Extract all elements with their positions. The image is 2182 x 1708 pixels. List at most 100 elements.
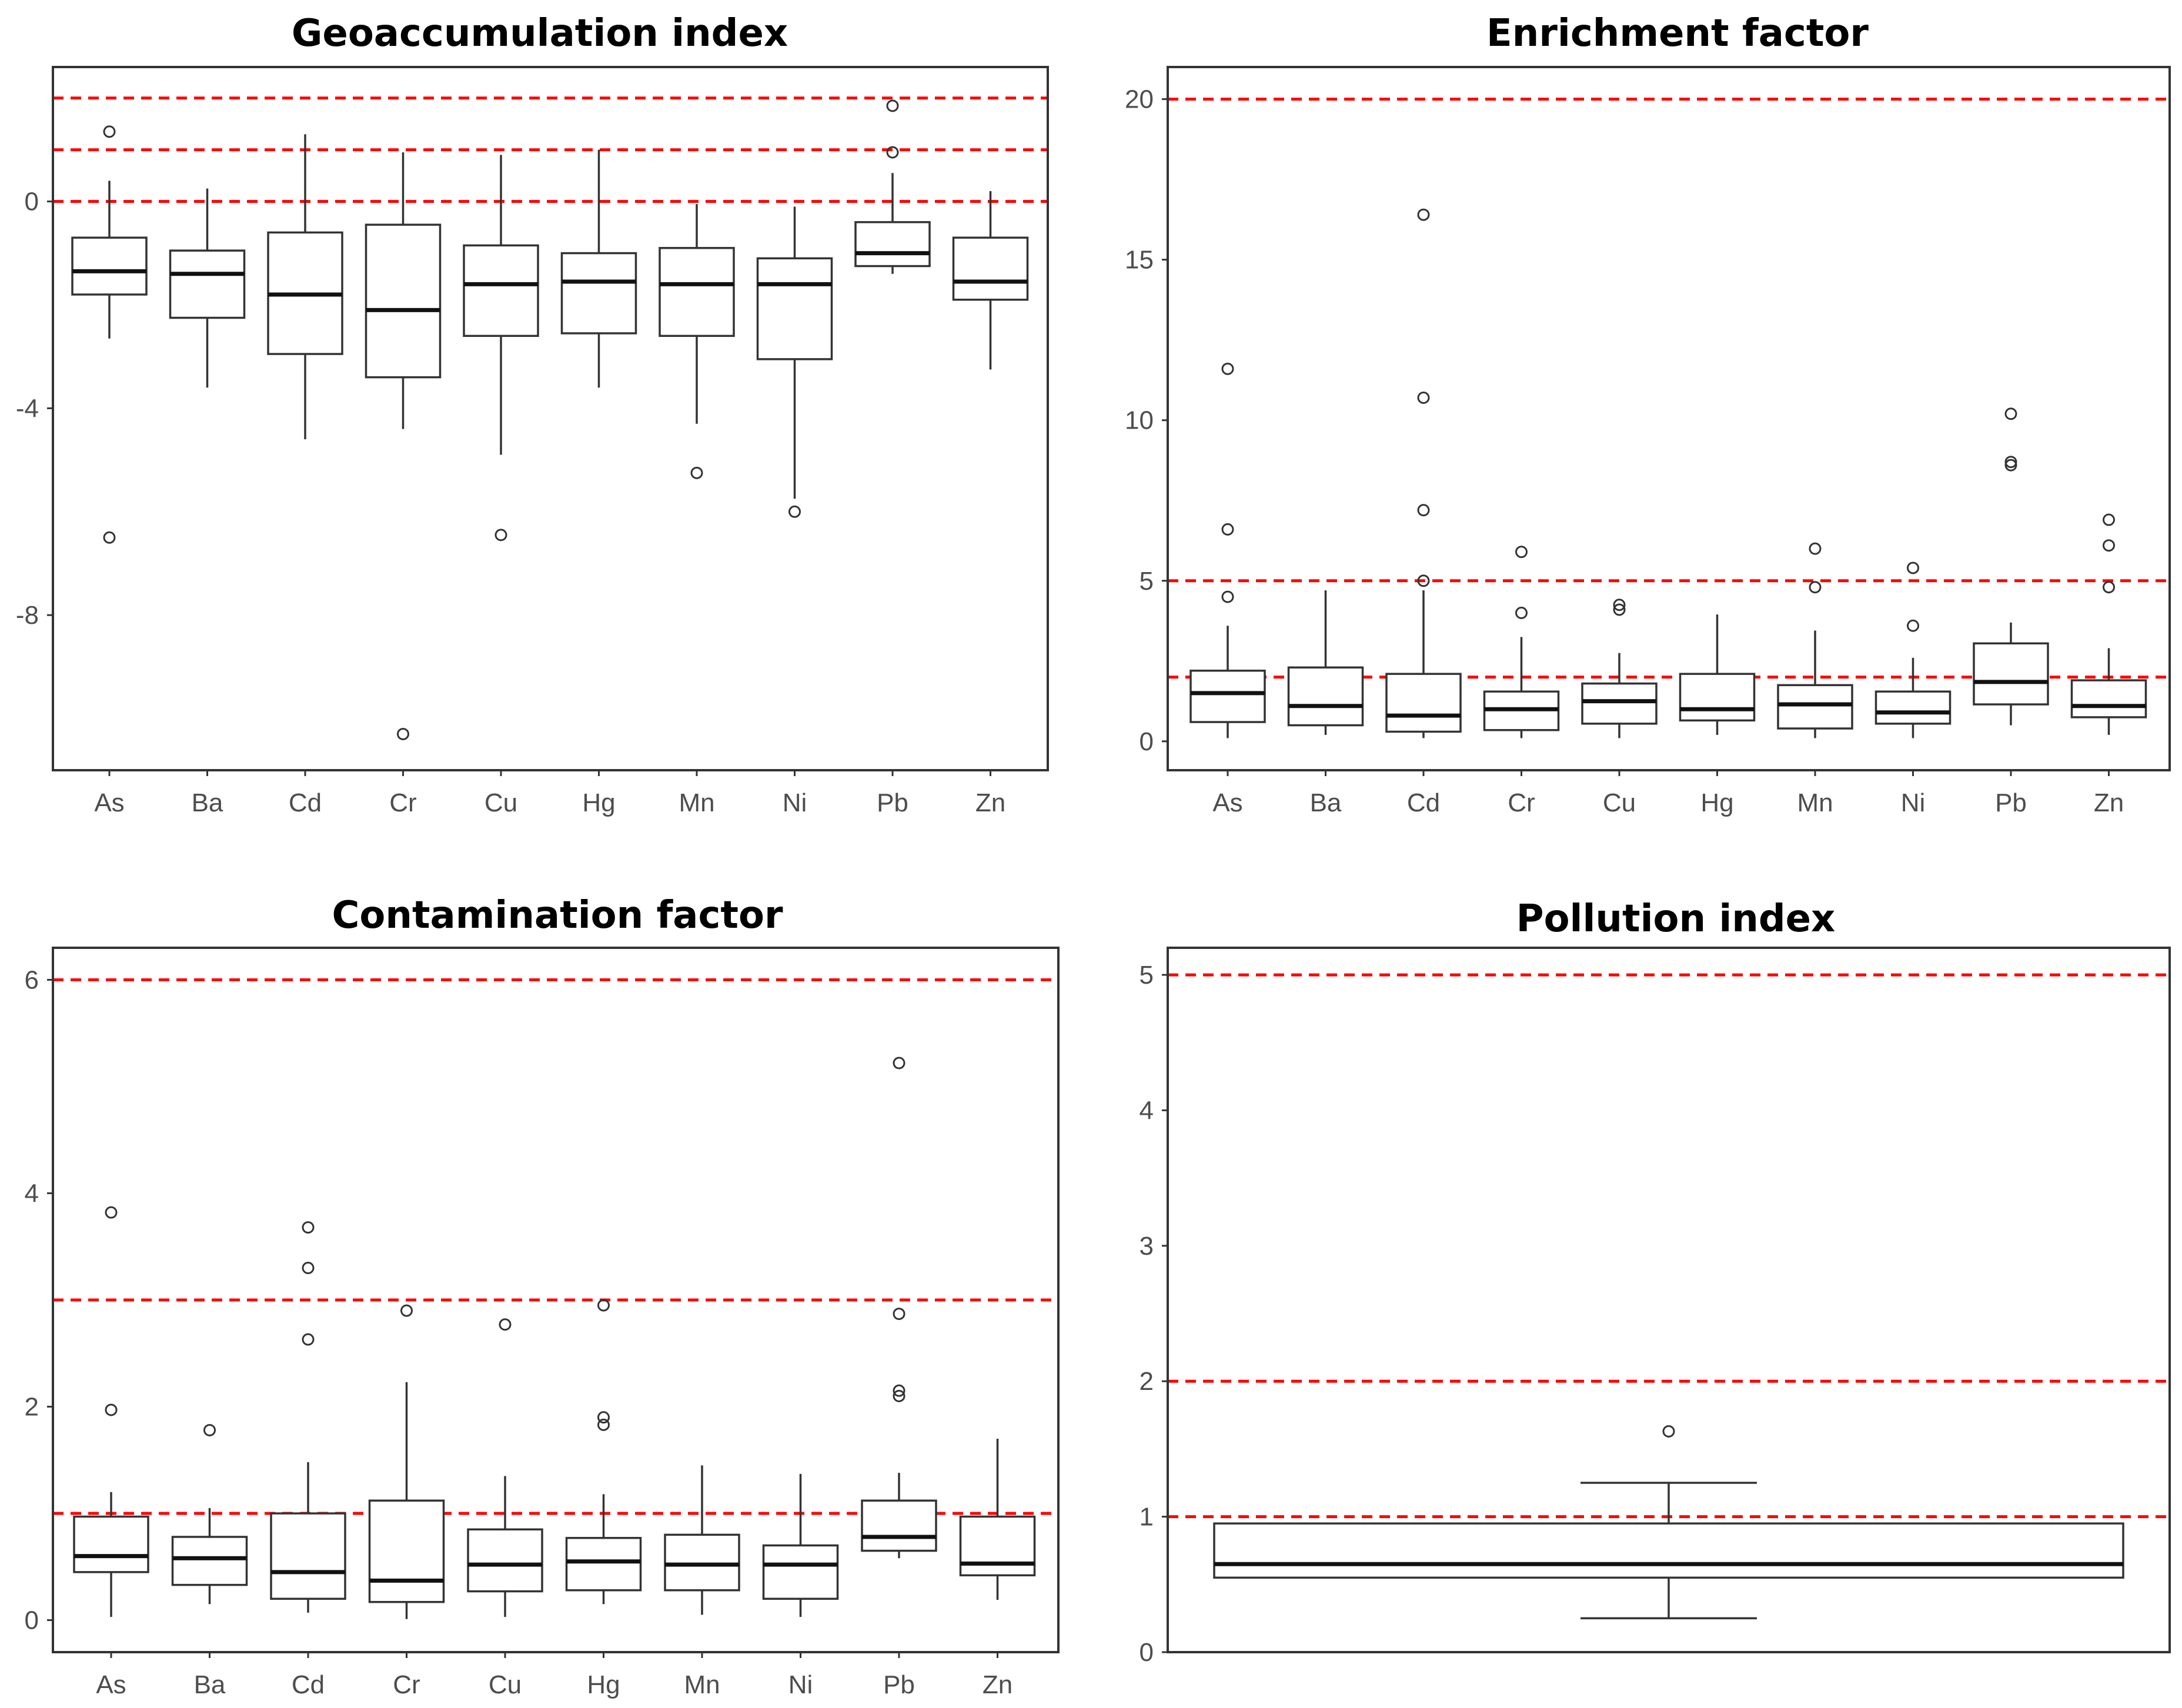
x-tick-label: Zn: [2094, 788, 2124, 817]
outlier-point: [105, 1403, 118, 1416]
outlier-point: [302, 1221, 315, 1234]
x-tick-label: Mn: [1797, 788, 1833, 817]
outlier-point: [1613, 603, 1626, 616]
y-tick-label: 10: [1125, 406, 1154, 435]
outlier-point: [499, 1318, 512, 1331]
box-iqr: [565, 1537, 642, 1592]
y-tick-label: 5: [1140, 961, 1154, 990]
outlier-point: [1221, 523, 1234, 536]
box-iqr: [73, 1515, 149, 1573]
outlier-point: [1417, 574, 1430, 587]
box-Pb: [854, 99, 931, 274]
box-Cr: [365, 152, 442, 740]
panel-border: [1167, 947, 2171, 1653]
x-tick-label: Hg: [582, 788, 615, 817]
box-Mn: [664, 1465, 740, 1615]
y-tick-label: 0: [25, 188, 39, 216]
outlier-point: [203, 1423, 216, 1436]
y-tick-label: 0: [1140, 1638, 1154, 1667]
box-Cr: [368, 1304, 445, 1619]
outlier-point: [302, 1333, 315, 1346]
box-Pb: [861, 1057, 937, 1559]
box-iqr: [270, 1512, 346, 1600]
outlier-point: [893, 1057, 905, 1069]
outlier-point: [494, 529, 507, 542]
outlier-point: [2004, 456, 2017, 469]
box-Mn: [1777, 542, 1853, 738]
outlier-point: [2103, 539, 2115, 552]
outlier-point: [1809, 542, 1822, 555]
y-tick-label: 20: [1125, 85, 1154, 114]
box-iqr: [1581, 682, 1658, 725]
box-iqr: [664, 1533, 740, 1592]
box-Mn: [659, 204, 735, 479]
box-Ba: [171, 1423, 248, 1605]
outlier-point: [1417, 392, 1430, 405]
panel-title: Enrichment factor: [1486, 12, 1869, 55]
box-Cr: [1483, 546, 1560, 738]
box-iqr: [1189, 669, 1266, 723]
outlier-point: [1515, 606, 1528, 619]
outlier-point: [397, 727, 409, 740]
outlier-point: [1515, 546, 1528, 559]
outlier-point: [1809, 581, 1822, 594]
box-iqr: [756, 257, 833, 360]
box-Hg: [565, 1299, 642, 1605]
outlier-point: [1613, 599, 1626, 611]
box-iqr: [861, 1499, 937, 1552]
outlier-point: [2103, 513, 2115, 526]
box-As: [73, 1206, 149, 1617]
box-Zn: [952, 191, 1029, 370]
x-tick-label: Mn: [679, 788, 714, 817]
panel-enrichment-factor: Enrichment factor: [1486, 12, 1869, 55]
panel-title: Contamination factor: [332, 894, 783, 937]
panel-border: [1167, 66, 2171, 771]
outlier-point: [886, 99, 899, 112]
y-tick-label: 2: [1140, 1367, 1154, 1396]
plot-3: 0 2 4 6 As Ba Cd Cr Cu Hg Mn Ni Pb Zn: [25, 947, 1060, 1699]
x-tick-label: Ni: [783, 788, 807, 817]
box-Zn: [2070, 513, 2147, 735]
y-tick-label: 15: [1125, 246, 1154, 275]
box-Hg: [560, 149, 637, 388]
box-Cu: [467, 1318, 543, 1617]
x-tick-label: Cr: [1508, 788, 1535, 817]
box-Hg: [1679, 614, 1756, 735]
box-Cu: [463, 155, 539, 542]
box-Cd: [270, 1221, 346, 1613]
outlier-point: [788, 505, 801, 518]
x-tick-label: Pb: [883, 1670, 915, 1699]
panel-contamination-factor: Contamination factor: [332, 894, 783, 937]
x-tick-label: Ni: [788, 1670, 813, 1699]
outlier-point: [893, 1308, 905, 1321]
box-Zn: [959, 1438, 1036, 1600]
outlier-point: [103, 531, 116, 544]
outlier-point: [597, 1418, 610, 1431]
outlier-point: [2004, 459, 2017, 472]
box-iqr: [467, 1528, 543, 1593]
x-tick-label: Pb: [1995, 788, 2027, 817]
outlier-point: [893, 1389, 905, 1402]
outlier-point: [1907, 561, 1919, 574]
x-tick-label: Cu: [1603, 788, 1636, 817]
y-tick-label: 4: [1140, 1096, 1154, 1125]
box-Cd: [267, 134, 343, 440]
y-tick-label: 5: [1140, 567, 1154, 596]
outlier-point: [2004, 407, 2017, 420]
y-tick-label: -4: [16, 394, 39, 423]
x-tick-label: As: [94, 788, 124, 817]
x-tick-label: Cd: [289, 788, 322, 817]
y-tick-label: 0: [1140, 727, 1154, 756]
box-iqr: [171, 1536, 248, 1586]
box-As: [71, 125, 148, 544]
outlier-point: [302, 1262, 315, 1275]
box-iqr: [762, 1544, 839, 1600]
x-tick-label: Ba: [192, 788, 223, 817]
panel-border: [52, 66, 1049, 771]
outlier-point: [597, 1411, 610, 1424]
box-Ni: [756, 206, 833, 518]
y-tick-label: -8: [16, 601, 39, 630]
box-Ba: [169, 188, 246, 388]
